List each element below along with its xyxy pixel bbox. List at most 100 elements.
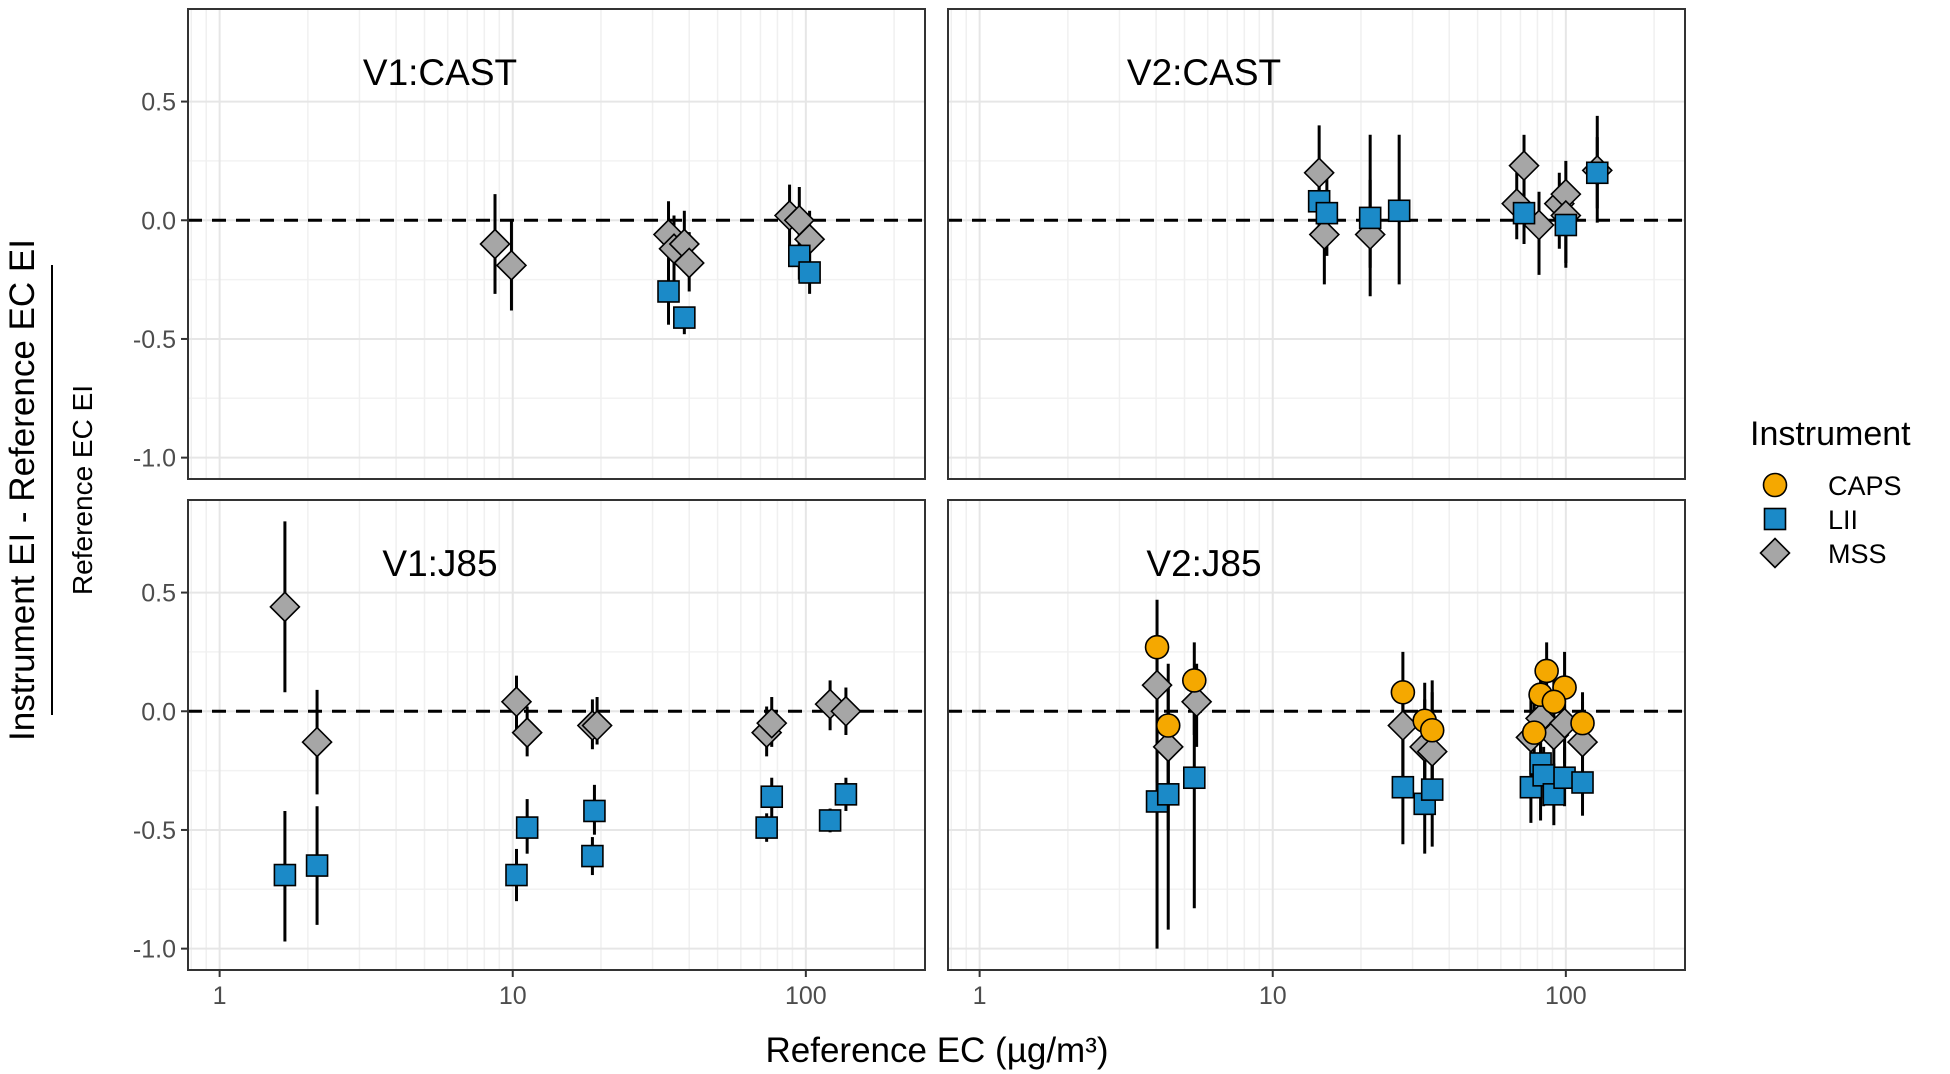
data-point-lii <box>818 809 842 832</box>
legend-title: Instrument <box>1750 415 1911 453</box>
y-tick-label: 0.5 <box>141 580 176 608</box>
series-lii-points <box>657 244 821 329</box>
data-point-mss <box>1508 150 1540 182</box>
panel-background <box>948 9 1685 479</box>
data-point-mss <box>1303 157 1335 189</box>
data-point-mss <box>301 726 333 758</box>
data-point-lii <box>1554 213 1578 237</box>
data-point-mss <box>1308 218 1340 251</box>
data-point-mss <box>269 591 301 623</box>
data-point-lii <box>1571 771 1594 794</box>
y-axis-title-numerator: Instrument EI - Reference EC EI <box>3 239 42 741</box>
data-point-caps <box>1390 679 1416 705</box>
panel-background <box>188 500 925 970</box>
panel-v1-cast: V1:CAST 0.5 0.0 -0.5 -1.0 <box>133 8 926 480</box>
data-point-mss <box>1566 726 1599 758</box>
panel-title: V1:CAST <box>363 52 517 93</box>
y-tick-label: -0.5 <box>133 817 176 845</box>
y-tick-label: 0.0 <box>141 698 176 726</box>
data-point-caps <box>1534 658 1559 684</box>
series-lii-points <box>1145 752 1594 816</box>
y-axis-title: Instrument EI - Reference EC EI Referenc… <box>3 239 98 741</box>
legend-label: LII <box>1828 505 1858 535</box>
data-point-caps <box>1541 689 1567 715</box>
legend: Instrument CAPS LII MSS <box>1750 415 1911 569</box>
data-point-lii <box>273 863 297 887</box>
legend-circle-icon <box>1762 472 1788 498</box>
data-point-caps <box>1144 634 1170 660</box>
data-point-lii <box>1156 783 1180 806</box>
data-point-caps <box>1155 713 1181 738</box>
x-axis-title: Reference EC (µg/m³) <box>765 1031 1108 1070</box>
legend-label: CAPS <box>1828 471 1902 501</box>
data-point-lii <box>1512 201 1536 225</box>
panel-v2-cast: V2:CAST <box>947 8 1686 480</box>
data-point-mss <box>581 709 613 742</box>
x-tick-label: 1 <box>973 982 987 1010</box>
data-point-lii <box>755 816 778 839</box>
data-point-lii <box>1182 766 1206 790</box>
series-lii-points <box>273 783 858 887</box>
panel-title: V1:J85 <box>382 543 497 584</box>
panel-v1-j85: V1:J85 0.5 0.0 -0.5 -1.0 1 10 100 <box>133 499 926 1010</box>
data-point-caps <box>1419 717 1445 743</box>
data-point-mss <box>511 716 543 749</box>
data-point-mss <box>673 247 705 279</box>
data-point-mss <box>1416 735 1448 768</box>
legend-square-icon <box>1763 507 1787 531</box>
data-point-lii <box>673 306 696 329</box>
y-tick-label: 0.5 <box>141 89 176 117</box>
data-point-lii <box>305 854 329 877</box>
panel-title: V2:J85 <box>1146 543 1261 584</box>
data-point-lii <box>1532 764 1555 787</box>
data-point-lii <box>1391 775 1415 799</box>
data-point-lii <box>1420 778 1444 801</box>
legend-item-lii: LII <box>1763 505 1858 535</box>
data-point-lii <box>657 280 680 303</box>
data-point-mss <box>500 686 533 718</box>
data-point-mss <box>479 228 511 260</box>
data-point-lii <box>515 816 539 839</box>
x-tick-label: 10 <box>499 982 527 1010</box>
legend-item-mss: MSS <box>1759 537 1887 569</box>
y-axis-title-denominator: Reference EC EI <box>67 385 98 595</box>
data-point-lii <box>834 783 858 806</box>
data-point-lii <box>798 261 821 284</box>
data-point-lii <box>583 799 606 823</box>
legend-item-caps: CAPS <box>1762 471 1902 501</box>
panel-border <box>947 499 1686 971</box>
data-point-caps <box>1521 720 1547 745</box>
data-point-caps <box>1570 710 1595 736</box>
data-point-mss <box>495 249 528 281</box>
y-tick-label: 0.0 <box>141 207 176 235</box>
data-point-lii <box>1358 206 1382 230</box>
data-point-lii <box>1315 201 1339 225</box>
series-caps-points <box>1144 634 1595 745</box>
panels: V1:CAST 0.5 0.0 -0.5 -1.0 V2:CAST V1:J85 0.5 0.0… <box>133 8 1686 1010</box>
data-point-mss <box>1152 731 1184 763</box>
data-point-lii <box>581 844 604 868</box>
data-point-lii <box>1585 161 1609 185</box>
panel-title: V2:CAST <box>1127 52 1281 93</box>
legend-diamond-icon <box>1759 537 1791 569</box>
data-point-lii <box>505 863 528 887</box>
data-point-lii <box>1387 199 1411 223</box>
series-lii-points <box>1307 161 1609 237</box>
panel-v2-j85: V2:J85 1 10 100 <box>947 499 1686 1010</box>
panel-border <box>187 8 926 480</box>
data-point-caps <box>1181 668 1207 693</box>
x-tick-label: 100 <box>1545 982 1587 1010</box>
data-point-mss <box>1141 669 1173 701</box>
data-point-mss <box>830 695 862 727</box>
panel-border <box>947 8 1686 480</box>
x-tick-label: 10 <box>1259 982 1287 1010</box>
legend-label: MSS <box>1828 539 1887 569</box>
y-tick-label: -0.5 <box>133 326 176 354</box>
y-tick-label: -1.0 <box>133 445 176 473</box>
x-tick-label: 1 <box>213 982 227 1010</box>
data-point-mss <box>1181 686 1213 718</box>
series-mss-points <box>269 591 862 758</box>
y-tick-label: -1.0 <box>133 936 176 964</box>
data-point-lii <box>760 785 784 809</box>
